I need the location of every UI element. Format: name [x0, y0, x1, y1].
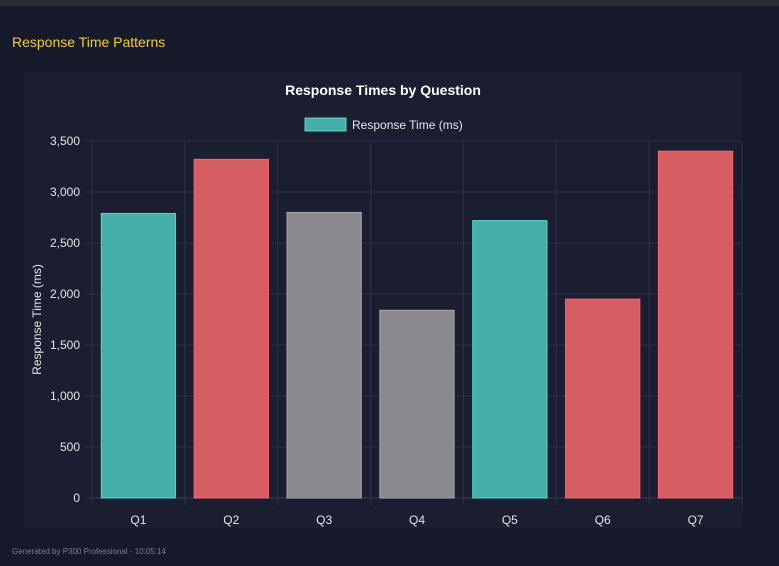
y-tick-label: 500: [60, 440, 80, 454]
bar-q5: [472, 220, 548, 499]
chart-title: Response Times by Question: [285, 82, 481, 98]
bar-q1: [100, 212, 177, 499]
y-tick-label: 3,500: [50, 134, 80, 148]
bar-q3: [286, 211, 362, 499]
x-tick-label: Q6: [595, 513, 611, 527]
y-tick-label: 2,500: [50, 236, 80, 250]
x-tick-label: Q3: [316, 513, 332, 527]
y-tick-label: 1,500: [50, 338, 80, 352]
x-tick-label: Q7: [688, 513, 704, 527]
bar-q4: [379, 309, 455, 499]
x-tick-label: Q5: [502, 513, 518, 527]
y-tick-label: 2,000: [50, 287, 80, 301]
y-axis-label: Response Time (ms): [30, 264, 44, 375]
x-tick-label: Q4: [409, 513, 425, 527]
bar-q7: [657, 150, 734, 499]
footer-text: Generated by P300 Professional - 10:05:1…: [12, 547, 166, 556]
section-title: Response Time Patterns: [12, 34, 166, 50]
y-tick-label: 3,000: [50, 185, 80, 199]
y-tick-label: 0: [73, 491, 80, 505]
x-tick-label: Q1: [130, 513, 146, 527]
legend-label: Response Time (ms): [352, 118, 463, 132]
bar-q6: [565, 298, 641, 499]
top-bar: [0, 0, 779, 6]
bar-q2: [193, 158, 269, 499]
x-tick-label: Q2: [223, 513, 239, 527]
y-tick-label: 1,000: [50, 389, 80, 403]
legend-swatch: [304, 117, 347, 132]
